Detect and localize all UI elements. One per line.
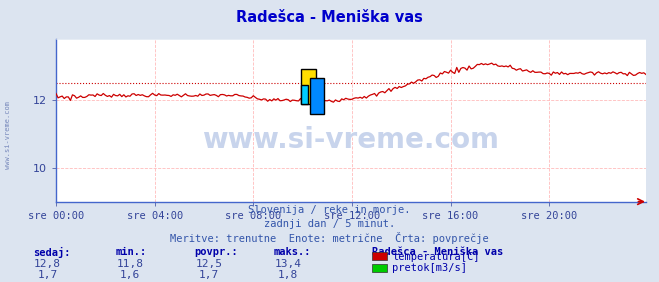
Text: 1,6: 1,6 bbox=[120, 270, 140, 280]
Text: 1,7: 1,7 bbox=[199, 270, 219, 280]
Text: pretok[m3/s]: pretok[m3/s] bbox=[392, 263, 467, 273]
Text: sedaj:: sedaj: bbox=[33, 247, 71, 258]
Text: povpr.:: povpr.: bbox=[194, 247, 238, 257]
Text: 12,5: 12,5 bbox=[196, 259, 222, 269]
FancyBboxPatch shape bbox=[301, 85, 308, 104]
Text: 12,8: 12,8 bbox=[34, 259, 61, 269]
Text: www.si-vreme.com: www.si-vreme.com bbox=[5, 101, 11, 169]
Text: Slovenija / reke in morje.: Slovenija / reke in morje. bbox=[248, 205, 411, 215]
FancyBboxPatch shape bbox=[301, 69, 316, 104]
Text: min.:: min.: bbox=[115, 247, 146, 257]
Text: Meritve: trenutne  Enote: metrične  Črta: povprečje: Meritve: trenutne Enote: metrične Črta: … bbox=[170, 232, 489, 244]
Text: 13,4: 13,4 bbox=[275, 259, 301, 269]
Text: maks.:: maks.: bbox=[273, 247, 311, 257]
Text: temperatura[C]: temperatura[C] bbox=[392, 252, 480, 262]
Text: Radešca - Meniška vas: Radešca - Meniška vas bbox=[372, 247, 503, 257]
Text: 1,8: 1,8 bbox=[278, 270, 298, 280]
Text: 11,8: 11,8 bbox=[117, 259, 143, 269]
Text: www.si-vreme.com: www.si-vreme.com bbox=[202, 126, 500, 154]
Text: Radešca - Meniška vas: Radešca - Meniška vas bbox=[236, 10, 423, 25]
Text: 1,7: 1,7 bbox=[38, 270, 57, 280]
FancyBboxPatch shape bbox=[310, 78, 324, 114]
Text: zadnji dan / 5 minut.: zadnji dan / 5 minut. bbox=[264, 219, 395, 228]
